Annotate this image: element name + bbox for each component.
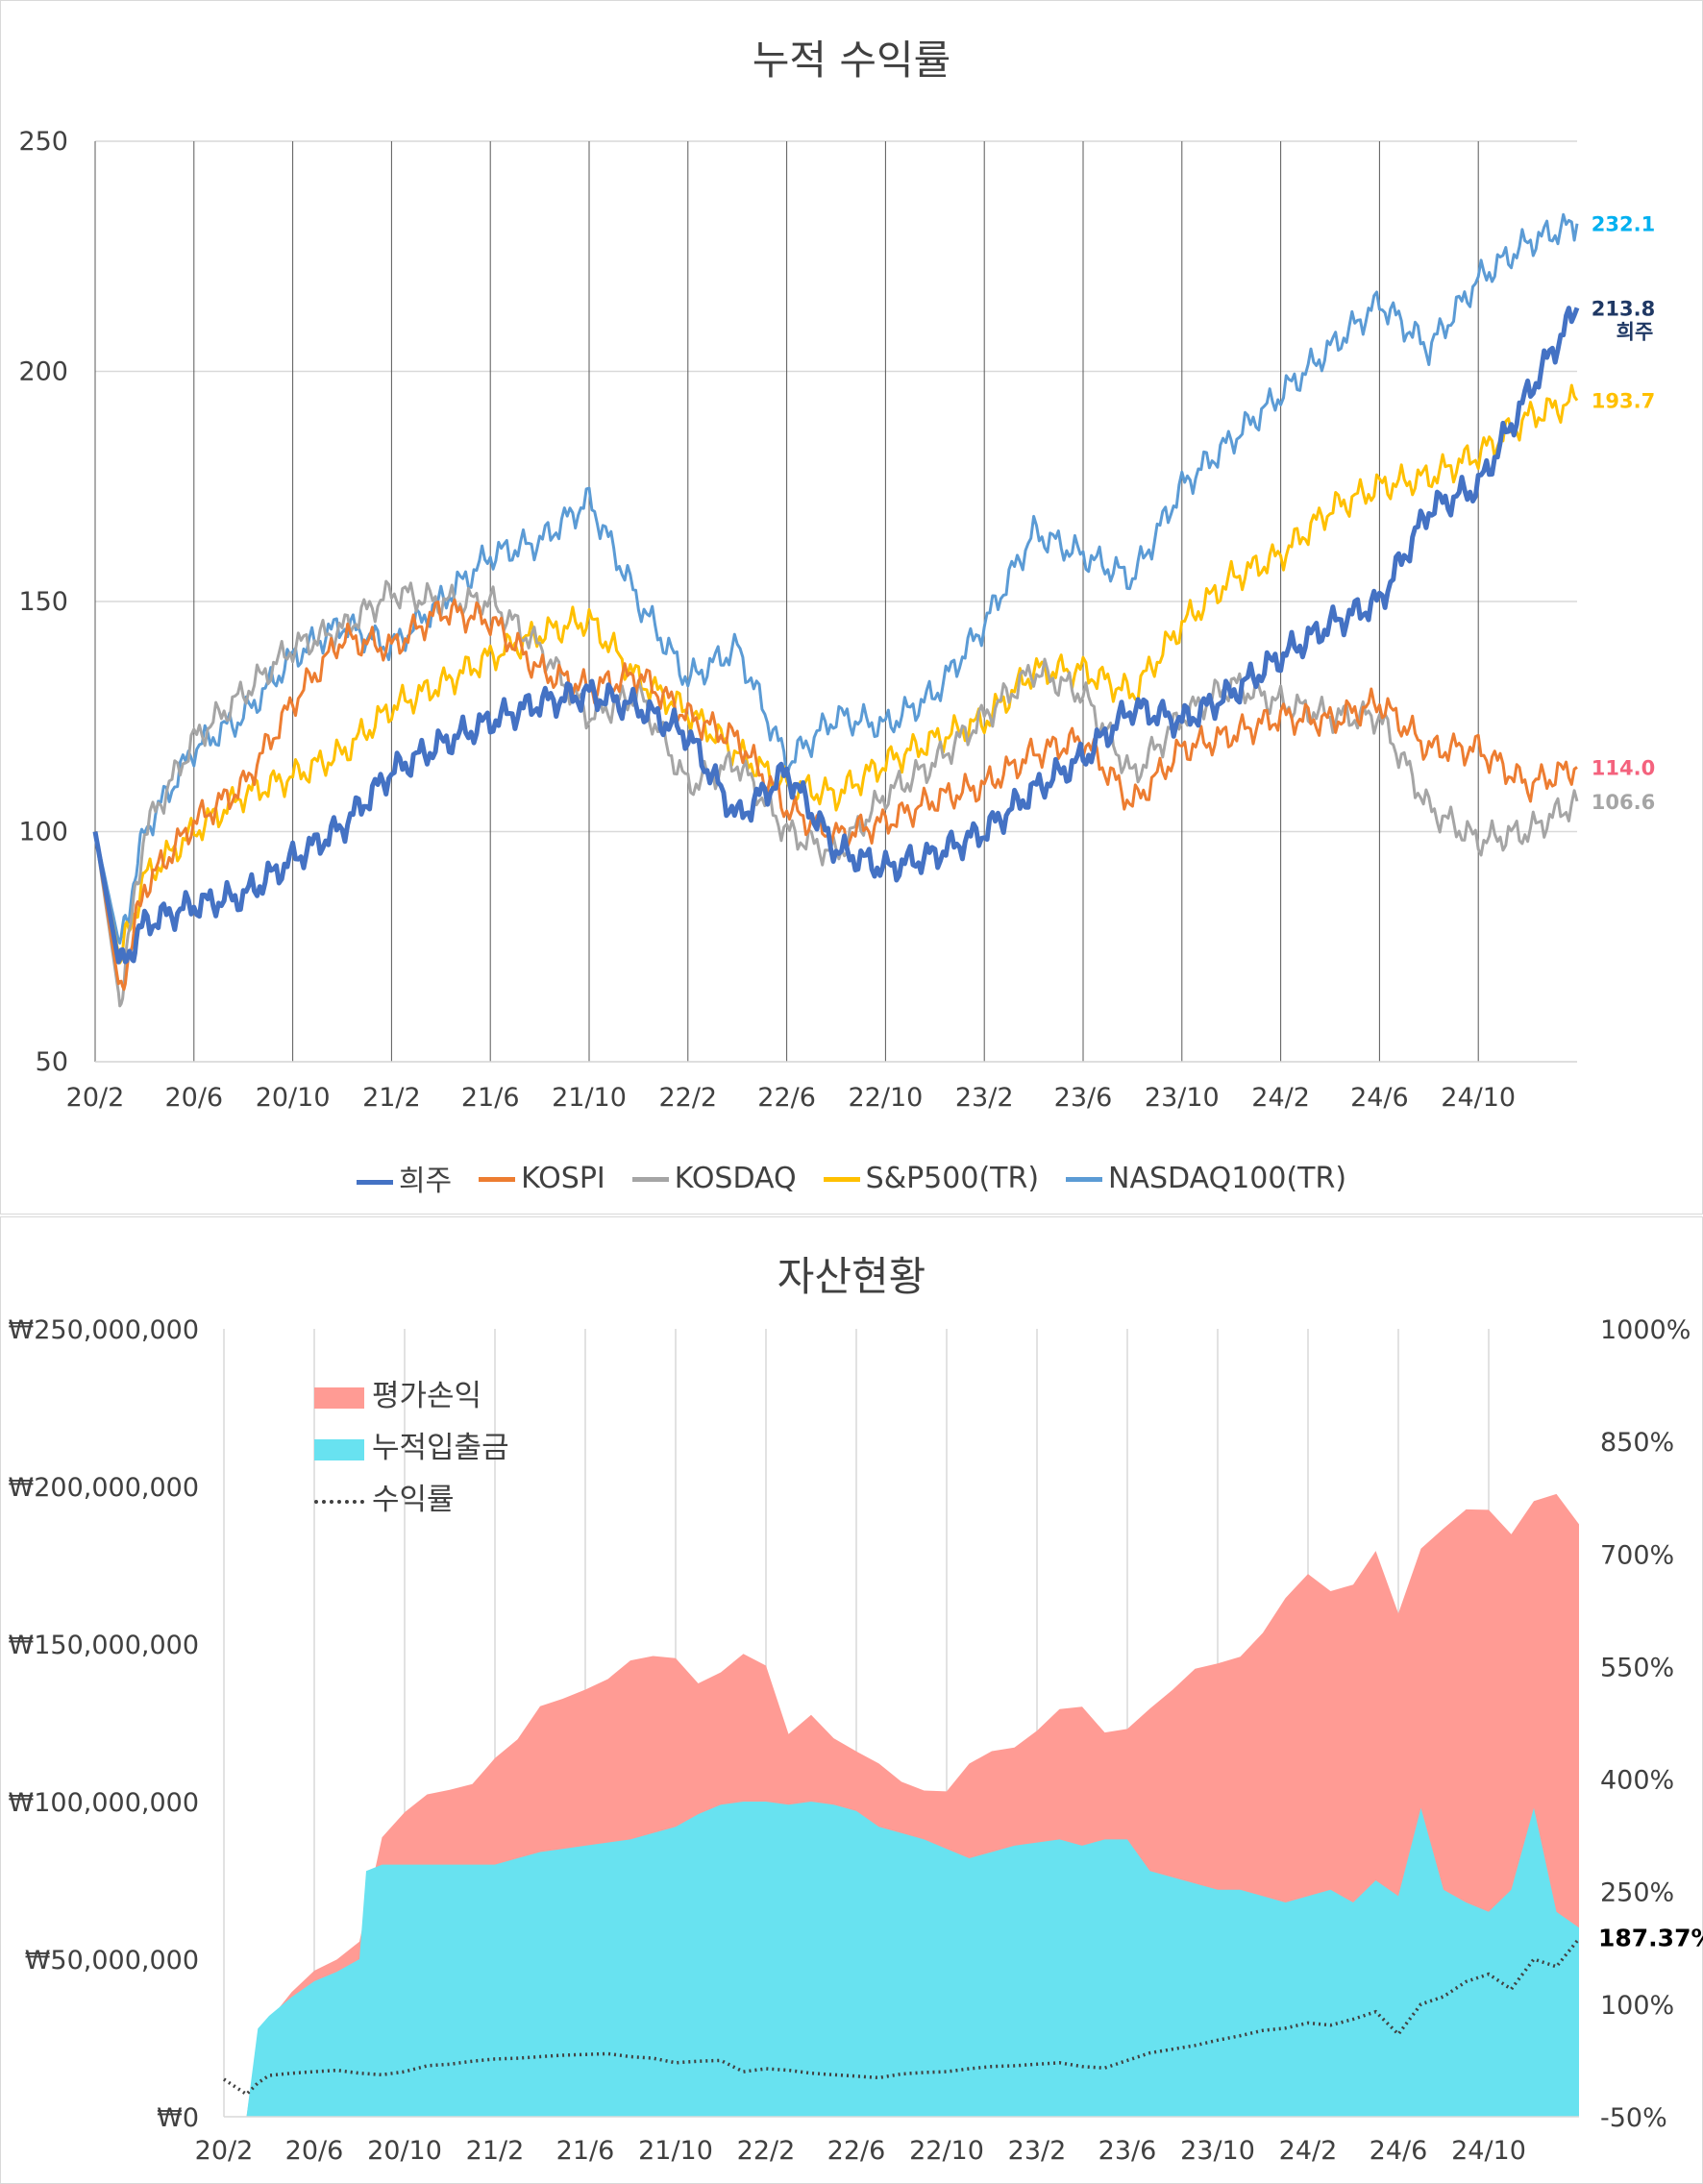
x-tick-label: 21/10	[552, 1083, 627, 1113]
x-tick-label: 20/2	[195, 2136, 254, 2166]
legend-item-3: S&P500(TR)	[823, 1161, 1040, 1195]
y-tick-label: 150	[18, 587, 68, 617]
legend-label: 수익률	[372, 1483, 455, 1517]
legend-item-1: KOSPI	[479, 1162, 605, 1195]
x-tick-label: 23/10	[1180, 2136, 1255, 2166]
legend-label: 누적입출금	[372, 1431, 509, 1465]
legend-swatch	[823, 1176, 860, 1182]
series-line-4	[93, 212, 1579, 945]
x-tick-label: 24/10	[1441, 1083, 1516, 1113]
chart-title: 누적 수익률	[752, 37, 951, 84]
series-line-3	[93, 383, 1579, 965]
y-tick-label: 100	[18, 818, 68, 847]
legend-swatch	[631, 1176, 669, 1182]
x-tick-label: 20/2	[66, 1083, 125, 1113]
x-tick-label: 22/10	[909, 2136, 984, 2166]
chart-legend: 희주 KOSPI KOSDAQ S&P500(TR) NASDAQ100(TR)	[1, 1157, 1702, 1199]
y-right-tick-label: -50%	[1600, 2103, 1667, 2133]
y-right-tick-label: 700%	[1600, 1540, 1674, 1570]
series-line-0	[92, 306, 1580, 965]
y-right-tick-label: 1000%	[1600, 1315, 1691, 1345]
y-right-tick-label: 850%	[1600, 1428, 1674, 1458]
legend-label: 평가손익	[372, 1379, 482, 1413]
end-return-label: 187.37%	[1598, 1925, 1703, 1952]
legend-item-4: NASDAQ100(TR)	[1066, 1162, 1346, 1195]
y-left-tick-label: ₩150,000,000	[9, 1631, 199, 1660]
legend-label: NASDAQ100(TR)	[1108, 1161, 1347, 1195]
end-series-name-label: 희주	[1617, 320, 1654, 343]
x-tick-label: 22/6	[757, 1083, 816, 1113]
legend-label: KOSPI	[521, 1161, 605, 1195]
x-tick-label: 21/10	[638, 2136, 713, 2166]
x-tick-label: 21/2	[362, 1083, 421, 1113]
chart-title: 자산현황	[777, 1253, 926, 1300]
cumulative-return-plot: 50 100 150 200 250 20/2 20/6 20/10 21/2 21/6 21/10…	[18, 127, 1655, 1113]
x-tick-label: 20/6	[164, 1083, 223, 1113]
y-left-tick-label: ₩50,000,000	[25, 1946, 199, 1975]
x-tick-label: 23/10	[1145, 1083, 1220, 1113]
legend-item-return-rate: 수익률	[314, 1475, 455, 1518]
x-tick-label: 21/2	[466, 2136, 525, 2166]
x-tick-label: 22/2	[737, 2136, 796, 2166]
y-right-tick-label: 100%	[1600, 1991, 1674, 2021]
x-tick-label: 20/10	[256, 1083, 331, 1113]
series-line-1	[93, 598, 1578, 992]
legend-label: KOSDAQ	[674, 1161, 797, 1195]
x-tick-label: 23/6	[1054, 1083, 1113, 1113]
x-tick-label: 24/2	[1251, 1083, 1310, 1113]
x-tick-label: 22/10	[848, 1083, 923, 1113]
x-tick-label: 24/6	[1370, 2136, 1428, 2166]
asset-status-plot: 20/2 20/6 20/10 21/2 21/6 21/10 22/2 22/6 22/10 2…	[9, 1315, 1703, 2166]
y-tick-label: 200	[18, 357, 68, 387]
legend-label: S&P500(TR)	[865, 1161, 1040, 1195]
legend-label: 희주	[398, 1165, 453, 1198]
legend-swatch	[314, 1438, 364, 1460]
y-right-tick-label: 550%	[1600, 1653, 1674, 1682]
y-left-tick-label: ₩200,000,000	[9, 1473, 199, 1503]
legend-item-cumulative-deposit: 누적입출금	[314, 1423, 509, 1466]
y-left-tick-label: ₩250,000,000	[9, 1315, 199, 1345]
y-right-tick-label: 250%	[1600, 1878, 1674, 1908]
y-tick-label: 250	[18, 127, 68, 157]
legend-swatch	[356, 1180, 393, 1185]
x-tick-label: 24/10	[1451, 2136, 1526, 2166]
end-value-label: 232.1	[1592, 213, 1655, 236]
end-value-label: 213.8	[1592, 297, 1655, 320]
return-rate-line	[223, 1937, 1581, 2097]
x-tick-label: 21/6	[556, 2136, 615, 2166]
x-tick-label: 23/6	[1098, 2136, 1157, 2166]
x-tick-label: 20/6	[285, 2136, 344, 2166]
end-value-label: 114.0	[1592, 756, 1655, 779]
y-left-tick-label: ₩100,000,000	[9, 1788, 199, 1818]
area-cumulative-deposit	[224, 1802, 1579, 2117]
x-tick-label: 24/6	[1350, 1083, 1409, 1113]
x-tick-label: 23/2	[955, 1083, 1014, 1113]
x-tick-label: 23/2	[1008, 2136, 1067, 2166]
legend-item-0: 희주	[356, 1157, 453, 1199]
end-value-label: 106.6	[1592, 791, 1655, 814]
legend-swatch	[479, 1176, 516, 1182]
series-line-2	[93, 579, 1579, 1008]
y-tick-label: 50	[36, 1047, 68, 1077]
x-tick-label: 22/6	[827, 2136, 886, 2166]
asset-status-chart-panel: 자산현황 20/2 20/6 20/10 21/2 21/6 21/10 22/2 22/6 2…	[0, 1216, 1703, 2184]
end-value-label: 193.7	[1592, 390, 1655, 413]
x-tick-label: 22/2	[658, 1083, 717, 1113]
legend-swatch	[314, 1499, 364, 1504]
legend-item-valuation-profit: 평가손익	[314, 1371, 481, 1414]
cumulative-return-chart-panel: 누적 수익률 50 100 150 200 250 20/2 20/6 20/10 21/2 21…	[0, 0, 1703, 1215]
x-tick-label: 21/6	[461, 1083, 520, 1113]
legend-item-2: KOSDAQ	[631, 1161, 797, 1195]
legend-swatch	[1066, 1176, 1103, 1182]
legend-swatch	[314, 1386, 364, 1409]
y-left-tick-label: ₩0	[157, 2103, 199, 2133]
y-right-tick-label: 400%	[1600, 1766, 1674, 1796]
x-tick-label: 20/10	[367, 2136, 442, 2166]
x-tick-label: 24/2	[1279, 2136, 1338, 2166]
